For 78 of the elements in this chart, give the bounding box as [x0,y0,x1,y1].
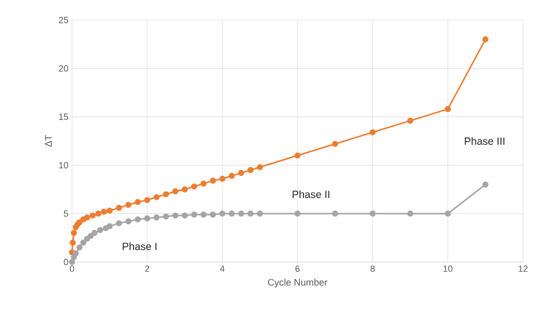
point [84,214,90,221]
point [200,180,207,187]
annotation: Phase III [464,137,504,145]
y-axis-title: ΔT [45,135,52,147]
point [247,210,254,217]
point [116,220,122,226]
y-tick-label: 20 [58,65,68,72]
point [70,240,76,246]
point [172,212,178,219]
point [162,191,169,198]
point [134,216,141,222]
point [219,176,226,182]
point [482,36,488,42]
point [116,204,122,211]
point [444,210,451,217]
point [482,182,488,188]
point [191,212,198,218]
point [154,214,160,221]
point [370,129,376,136]
y-tick-label: 5 [64,210,68,217]
point [100,208,107,215]
point [95,210,102,217]
point [332,140,338,147]
point [370,210,376,217]
point [219,210,226,217]
x-tick-label: 6 [295,266,300,272]
point [228,172,235,179]
point [332,210,338,217]
annotation: Phase I [122,242,156,250]
point [72,250,79,256]
point [68,258,76,266]
x-tick-label: 0 [70,266,74,272]
x-tick-label: 8 [370,266,375,272]
point [228,210,235,217]
point [125,218,132,224]
x-tick-label: 2 [145,266,150,272]
point [444,106,451,112]
point [80,240,86,246]
y-tick-label: 0 [64,258,68,266]
point [182,212,188,219]
point [125,202,132,208]
y-tick-label: 10 [59,162,68,168]
point [162,213,169,220]
point [210,212,216,218]
point [154,194,160,200]
point [182,186,188,192]
point [134,198,141,206]
point [70,230,77,236]
point [256,164,263,170]
point [191,183,198,190]
point [76,244,83,251]
point [106,208,113,214]
point [238,170,244,176]
point [90,212,96,219]
point [407,210,414,217]
point [144,197,150,204]
point [294,210,301,217]
x-tick-label: 4 [220,266,225,272]
point [407,118,414,124]
point [106,223,113,230]
point [144,215,150,222]
y-tick-label: 15 [59,114,68,120]
annotation: Phase II [292,190,330,198]
point [84,236,90,242]
point [256,210,263,217]
point [210,178,216,184]
point [200,212,207,218]
x-axis-title: Cycle Number [268,278,328,288]
point [97,227,104,234]
point [238,210,244,217]
point [92,230,98,236]
x-tick-label: 12 [518,266,528,272]
point [172,188,178,194]
x-tick-label: 10 [444,266,452,272]
point [247,166,254,174]
point [294,152,301,159]
point [88,232,94,239]
y-tick-label: 25 [58,16,68,24]
